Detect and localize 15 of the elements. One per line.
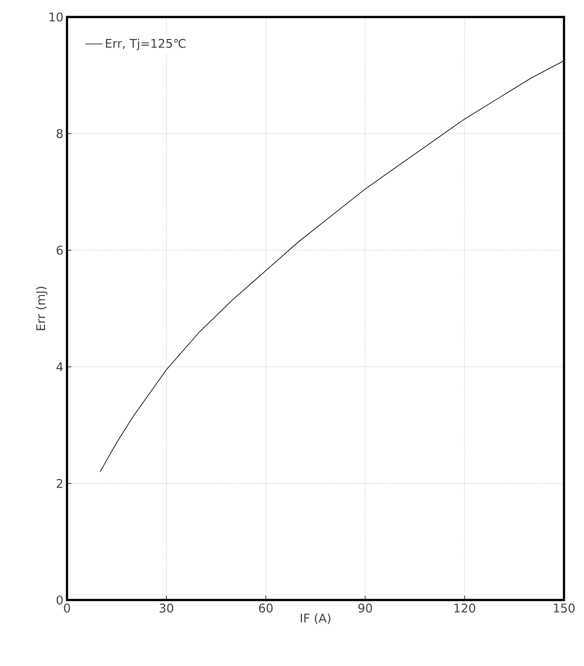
- y-tick-label: 8: [56, 129, 63, 138]
- x-tick-label: 150: [554, 604, 575, 613]
- x-tick-label: 30: [160, 604, 174, 613]
- x-tick-label: 90: [358, 604, 372, 613]
- y-tick-label: 6: [56, 246, 63, 255]
- x-axis-title: IF (A): [300, 613, 330, 624]
- legend-label: Err, Tj=125℃: [106, 38, 186, 50]
- x-tick-label: 0: [64, 604, 70, 613]
- x-tick-label: 120: [454, 604, 476, 613]
- y-tick-label: 4: [56, 362, 63, 372]
- y-tick-label: 2: [56, 478, 62, 488]
- y-axis-title: Err (mJ): [36, 286, 48, 330]
- y-tick-label: 0: [56, 595, 63, 605]
- y-tick-label: 10: [50, 12, 63, 22]
- x-tick-label: 60: [259, 604, 273, 613]
